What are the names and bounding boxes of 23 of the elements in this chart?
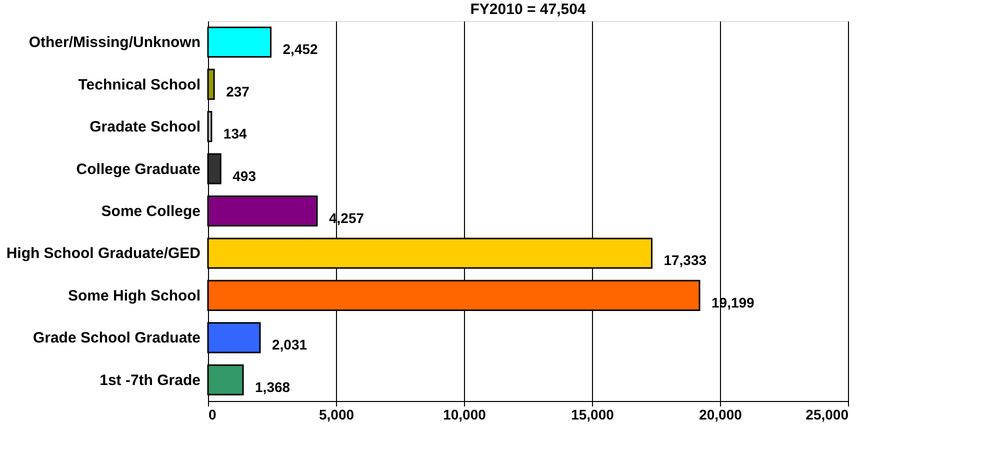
data-label: 17,333 xyxy=(664,252,707,268)
x-tick-label: 10,000 xyxy=(443,406,486,422)
x-tick-label: 20,000 xyxy=(699,406,742,422)
y-tick-label: Gradate School xyxy=(90,118,200,136)
chart-title: FY2010 = 47,504 xyxy=(470,1,586,18)
x-tick-label: 0 xyxy=(208,406,216,422)
y-tick-label: Some High School xyxy=(68,287,200,304)
data-label: 237 xyxy=(226,83,250,100)
x-tick-label: 25,000 xyxy=(806,406,849,422)
y-tick-label: Grade School Graduate xyxy=(32,330,200,347)
y-tick-label: Some College xyxy=(101,203,200,220)
data-label: 2,031 xyxy=(272,336,308,353)
y-tick-label: High School Graduate/GED xyxy=(6,245,201,262)
data-label: 1,368 xyxy=(255,378,290,395)
y-tick-label: College Graduate xyxy=(76,160,200,178)
data-label: 493 xyxy=(232,168,256,184)
x-tick-label: 5,000 xyxy=(318,406,354,422)
data-label: 134 xyxy=(223,126,248,142)
x-tick-label: 15,000 xyxy=(571,406,614,422)
y-tick-label: Other/Missing/Unknown xyxy=(28,34,200,52)
data-label: 2,452 xyxy=(282,41,318,58)
y-tick-label: 1st -7th Grade xyxy=(100,372,200,389)
y-tick-label: Technical School xyxy=(78,76,200,94)
